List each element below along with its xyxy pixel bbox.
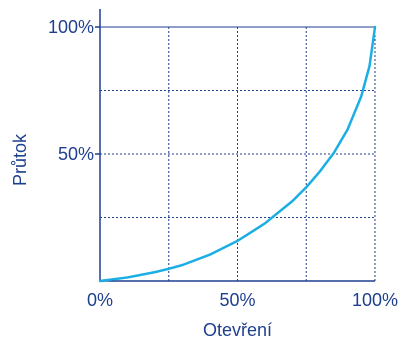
flow-curve: [98, 25, 377, 283]
x-tick-label-3: 100%: [352, 290, 398, 310]
y-tick-label-2: 100%: [48, 17, 94, 37]
x-tick-label-1: 0%: [87, 290, 113, 310]
y-axis-label: Průtok: [10, 133, 30, 186]
y-tick-label-1: 50%: [58, 144, 94, 164]
plot-frame: [95, 9, 376, 282]
x-tick-label-2: 50%: [219, 290, 255, 310]
x-tick-labels: 0% 50% 100%: [87, 290, 398, 310]
grid: [100, 27, 375, 281]
y-tick-labels: 50% 100%: [48, 17, 94, 164]
x-axis-label: Otevření: [203, 320, 272, 340]
